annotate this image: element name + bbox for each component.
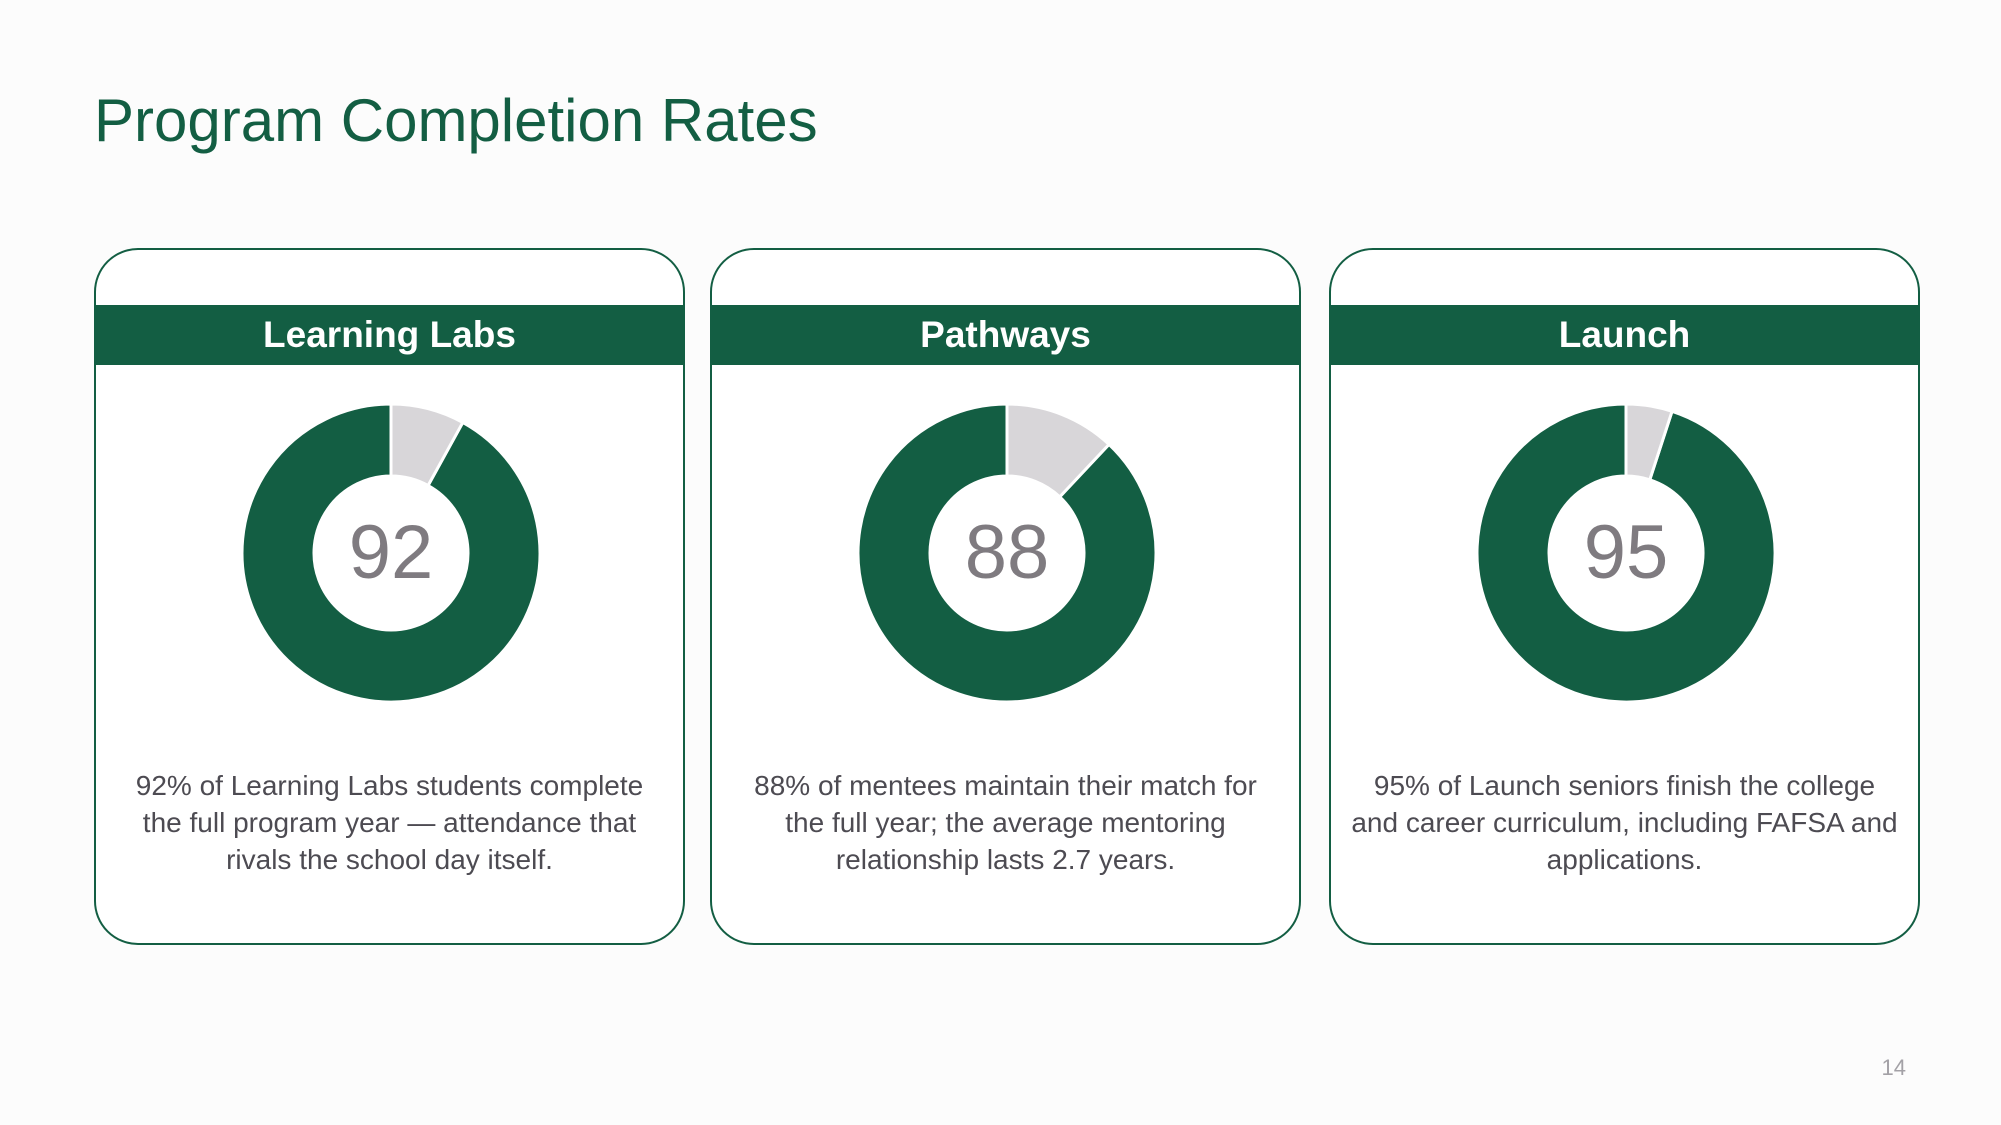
page-title: Program Completion Rates [94,87,818,154]
page-number: 14 [1881,1055,1906,1080]
card-description: 88% of mentees maintain their match for … [754,770,1257,875]
donut-slice-remainder [1624,403,1674,482]
donut-slice-complete [1476,403,1776,703]
card-title: Learning Labs [96,305,683,365]
donut-slice-remainder [1005,403,1112,499]
card-description: 95% of Launch seniors finish the college… [1351,770,1898,875]
donut-chart [857,403,1157,703]
card-title: Launch [1331,305,1918,365]
donut-chart [241,403,541,703]
donut-chart [1476,403,1776,703]
card-learning-labs: Learning Labs 92 92% of Learning Labs st… [94,248,685,945]
card-title: Pathways [712,305,1299,365]
card-description: 92% of Learning Labs students complete t… [135,770,644,875]
donut-slice-complete [241,403,541,703]
card-launch: Launch 95 95% of Launch seniors finish t… [1329,248,1920,945]
donut-slice-complete [857,403,1157,703]
card-pathways: Pathways 88 88% of mentees maintain thei… [710,248,1301,945]
donut-slice-remainder [389,403,465,488]
